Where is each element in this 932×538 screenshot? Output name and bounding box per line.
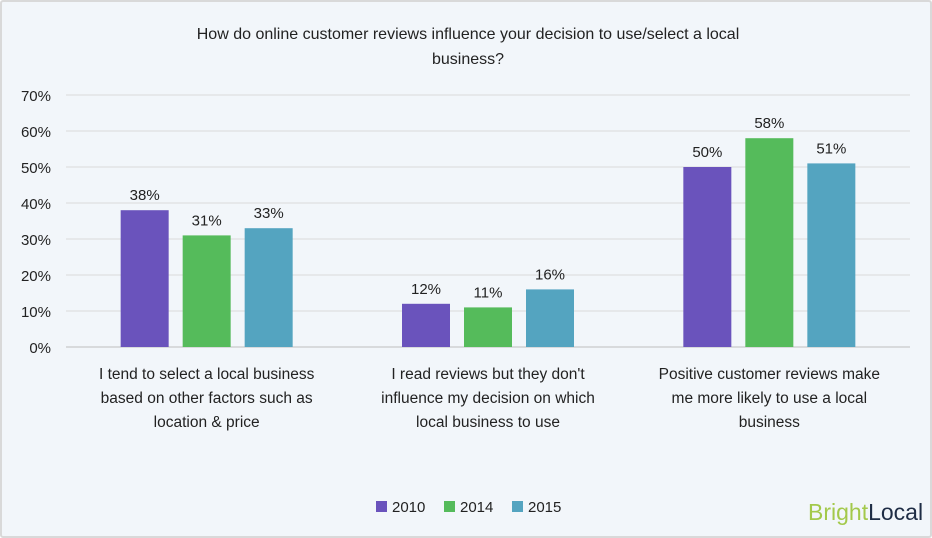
legend-label: 2014 — [460, 499, 493, 516]
category-label: Positive customer reviews make — [659, 366, 880, 383]
y-tick-label: 40% — [21, 196, 51, 213]
y-tick-label: 0% — [29, 340, 51, 357]
legend-swatch-2015 — [512, 501, 523, 512]
data-label: 38% — [130, 187, 160, 204]
y-tick-label: 30% — [21, 232, 51, 249]
bar-2015 — [244, 228, 293, 347]
bar-2014 — [182, 235, 231, 347]
data-label: 51% — [816, 140, 846, 157]
bar-2010 — [402, 303, 450, 347]
category-label: I tend to select a local business — [99, 366, 315, 383]
legend-label: 2010 — [392, 499, 425, 516]
category-label: location & price — [154, 414, 260, 431]
data-label: 50% — [692, 144, 722, 161]
y-tick-label: 10% — [21, 304, 51, 321]
brightlocal-logo: BrightLocal — [808, 499, 923, 525]
y-tick-label: 60% — [21, 124, 51, 141]
category-label: based on other factors such as — [101, 390, 313, 407]
data-label: 12% — [411, 281, 441, 298]
legend-label: 2015 — [528, 499, 561, 516]
category-label: business — [739, 414, 800, 431]
y-tick-label: 50% — [21, 160, 51, 177]
category-label: me more likely to use a local — [672, 390, 868, 407]
bar-2015 — [526, 289, 574, 347]
data-label: 33% — [254, 205, 284, 222]
data-label: 16% — [535, 266, 565, 283]
category-label: influence my decision on which — [381, 390, 595, 407]
data-label: 11% — [474, 284, 503, 301]
bar-2010 — [120, 210, 169, 347]
bar-2014 — [464, 307, 512, 347]
y-tick-label: 70% — [21, 88, 51, 105]
bar-2015 — [807, 163, 856, 347]
legend-swatch-2010 — [376, 501, 387, 512]
category-label: I read reviews but they don't — [391, 366, 585, 383]
data-label: 58% — [754, 115, 784, 132]
chart-title-line-2: business? — [432, 51, 504, 68]
chart-title-line-1: How do online customer reviews influence… — [197, 26, 740, 43]
category-label: local business to use — [416, 414, 560, 431]
bar-2014 — [745, 138, 794, 347]
bar-2010 — [683, 167, 732, 347]
data-label: 31% — [192, 212, 222, 229]
y-tick-label: 20% — [21, 268, 51, 285]
legend-swatch-2014 — [444, 501, 455, 512]
